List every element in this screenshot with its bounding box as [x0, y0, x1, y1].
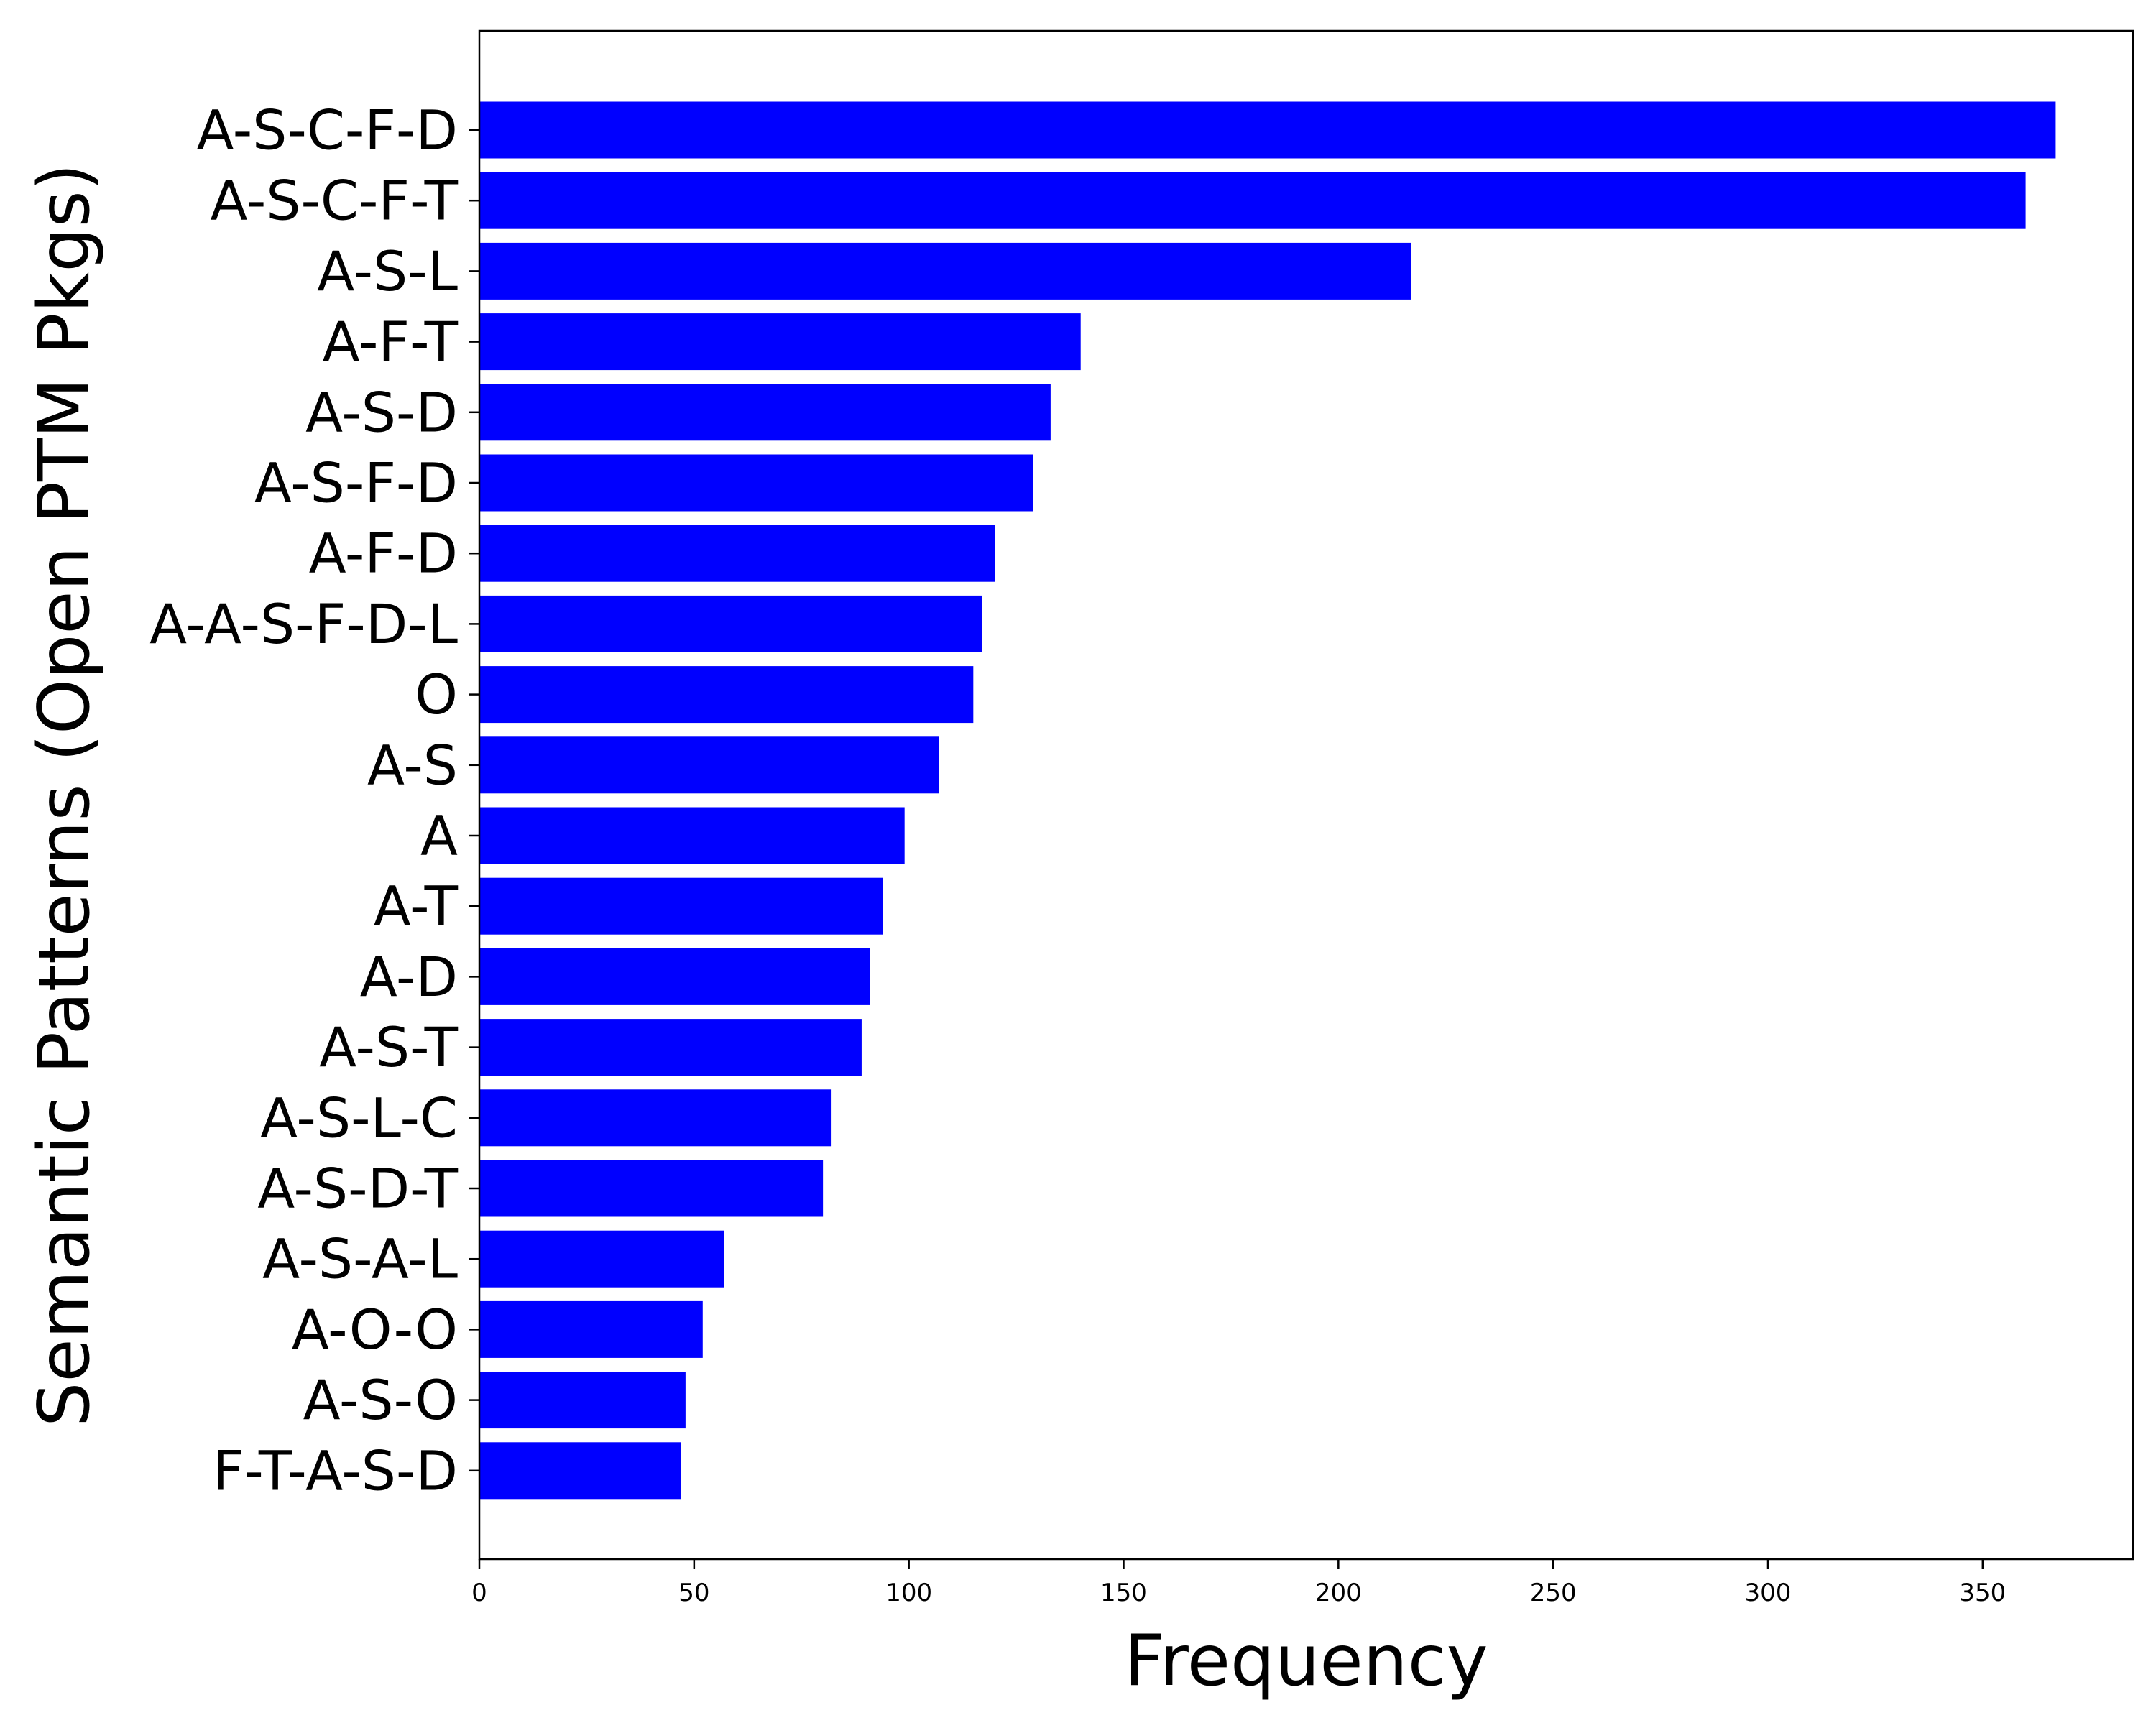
- bar-A-O-O: [479, 1300, 703, 1358]
- category-label: A-T: [374, 874, 459, 938]
- x-ticks: 0 50 100 150 200 250 300 350: [471, 1559, 2006, 1607]
- x-tick-label: 350: [1959, 1579, 2006, 1607]
- category-label: A-F-T: [323, 310, 459, 374]
- bar-A-S-L: [479, 242, 1411, 300]
- bar-F-T-A-S-D: [479, 1442, 681, 1500]
- category-label: A-S-C-F-D: [196, 98, 458, 162]
- bar-A-S-C-F-D: [479, 101, 2056, 159]
- bar-A: [479, 807, 905, 864]
- category-label: A-S-O: [303, 1368, 458, 1432]
- plot-frame: [478, 29, 2134, 1561]
- bar-A-S-D: [479, 384, 1051, 441]
- category-label: A-S-C-F-T: [211, 169, 459, 233]
- bars-group: [479, 101, 2056, 1500]
- category-label: A-S-L: [317, 239, 458, 303]
- category-label: A: [420, 804, 458, 868]
- x-tick-label: 300: [1745, 1579, 1792, 1607]
- bar-A-S-O: [479, 1372, 686, 1429]
- bar-A-S: [479, 736, 939, 794]
- category-labels: A-S-C-F-D A-S-C-F-TA-S-L A-F-TA-S-D A-S-F-D…: [149, 98, 458, 1503]
- category-label: A-S: [367, 733, 458, 797]
- x-tick-label: 100: [885, 1579, 932, 1607]
- bar-A-S-F-D: [479, 454, 1033, 512]
- category-label: A-F-D: [309, 522, 458, 586]
- bar-A-A-S-F-D-L: [479, 595, 982, 652]
- category-label: A-S-F-D: [254, 451, 458, 515]
- bar-A-D: [479, 948, 870, 1005]
- x-tick-label: 150: [1100, 1579, 1147, 1607]
- category-label: A-S-D: [305, 380, 458, 444]
- category-label: A-S-T: [319, 1015, 458, 1079]
- y-axis-title: Semantic Patterns (Open PTM Pkgs): [24, 163, 106, 1427]
- bar-A-S-D-T: [479, 1160, 824, 1217]
- bar-A-S-L-C: [479, 1089, 832, 1147]
- category-label: A-S-D-T: [257, 1157, 458, 1221]
- x-tick-label: 200: [1315, 1579, 1362, 1607]
- x-tick-label: 50: [678, 1579, 709, 1607]
- category-label: A-A-S-F-D-L: [149, 592, 458, 656]
- bar-A-S-A-L: [479, 1230, 724, 1288]
- category-label: O: [415, 662, 458, 726]
- bar-O: [479, 666, 974, 724]
- category-label: A-D: [360, 945, 458, 1009]
- category-label: F-T-A-S-D: [213, 1438, 458, 1502]
- x-tick-label: 250: [1530, 1579, 1577, 1607]
- bar-A-T: [479, 877, 883, 935]
- bar-A-F-T: [479, 313, 1081, 371]
- bar-A-F-D: [479, 525, 995, 582]
- y-tick-marks: [469, 129, 479, 1472]
- category-label: A-S-L-C: [260, 1086, 458, 1150]
- bar-A-S-C-F-T: [479, 172, 2026, 229]
- x-axis-title: Frequency: [1124, 1620, 1488, 1702]
- x-tick-label: 0: [471, 1579, 487, 1607]
- bar-A-S-T: [479, 1019, 862, 1076]
- category-label: A-S-A-L: [262, 1227, 458, 1291]
- category-label: A-O-O: [292, 1298, 458, 1362]
